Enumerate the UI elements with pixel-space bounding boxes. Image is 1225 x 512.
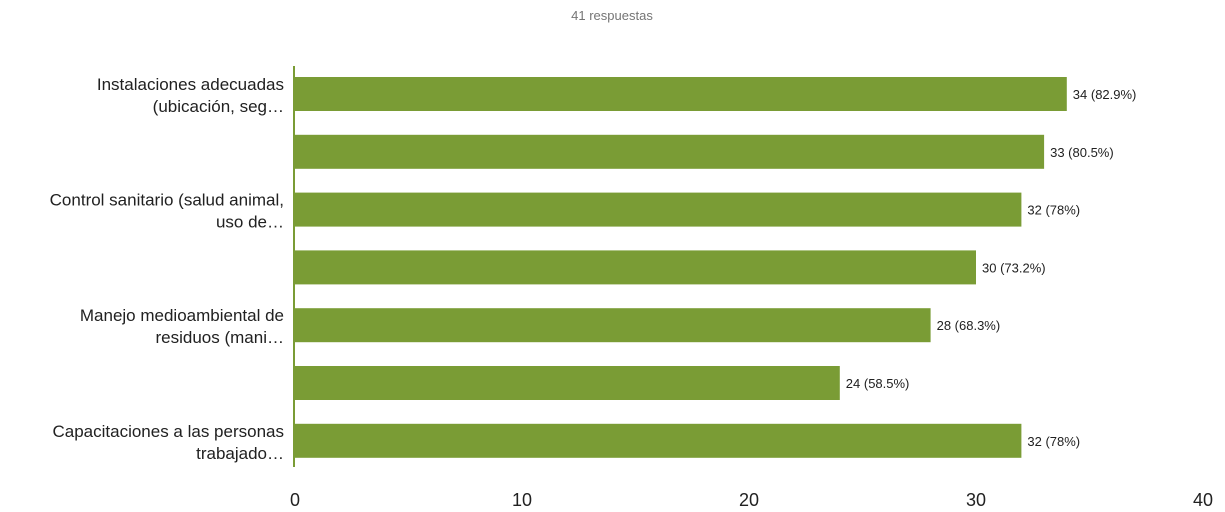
chart-subtitle: 41 respuestas bbox=[571, 8, 653, 23]
bar-2 bbox=[295, 192, 1022, 227]
category-label-2: Control sanitario (salud animal, uso de… bbox=[50, 191, 284, 232]
category-label-0: Instalaciones adecuadas (ubicación, seg… bbox=[97, 75, 284, 116]
category-label-0-line-0: Instalaciones adecuadas bbox=[97, 75, 284, 94]
bar-value-label-0: 34 (82.9%) bbox=[1073, 87, 1137, 102]
category-labels: Instalaciones adecuadas (ubicación, seg… C… bbox=[50, 75, 284, 463]
bar-value-label-1: 33 (80.5%) bbox=[1050, 145, 1114, 160]
category-label-6-line-0: Capacitaciones a las personas bbox=[52, 422, 284, 441]
data-labels: 34 (82.9%) 33 (80.5%) 32 (78%) 30 (73.2%) 28… bbox=[846, 87, 1137, 449]
x-tick-label-4: 40 bbox=[1193, 490, 1213, 510]
bar-5 bbox=[295, 366, 840, 400]
x-tick-label-2: 20 bbox=[739, 490, 759, 510]
category-label-4-line-1: residuos (mani… bbox=[156, 328, 285, 347]
category-label-4: Manejo medioambiental de residuos (mani… bbox=[80, 306, 284, 347]
category-label-0-line-1: (ubicación, seg… bbox=[153, 97, 284, 116]
x-tick-label-1: 10 bbox=[512, 490, 532, 510]
bar-3 bbox=[295, 250, 976, 285]
bar-1 bbox=[295, 134, 1045, 169]
category-label-4-line-0: Manejo medioambiental de bbox=[80, 306, 284, 325]
category-label-2-line-0: Control sanitario (salud animal, bbox=[50, 191, 284, 210]
bar-value-label-5: 24 (58.5%) bbox=[846, 376, 910, 391]
bar-4 bbox=[295, 308, 931, 343]
bars-layer bbox=[295, 77, 1067, 458]
category-label-2-line-1: uso de… bbox=[216, 213, 284, 232]
category-label-6: Capacitaciones a las personas trabajado… bbox=[52, 422, 284, 463]
bar-value-label-4: 28 (68.3%) bbox=[937, 318, 1001, 333]
bar-value-label-3: 30 (73.2%) bbox=[982, 260, 1046, 275]
bar-6 bbox=[295, 423, 1022, 458]
bar-0 bbox=[295, 77, 1067, 111]
x-tick-label-0: 0 bbox=[290, 490, 300, 510]
category-label-6-line-1: trabajado… bbox=[196, 444, 284, 463]
x-axis-ticks: 0 10 20 30 40 bbox=[290, 490, 1213, 510]
x-tick-label-3: 30 bbox=[966, 490, 986, 510]
bar-value-label-2: 32 (78%) bbox=[1027, 203, 1080, 218]
bar-value-label-6: 32 (78%) bbox=[1027, 434, 1080, 449]
